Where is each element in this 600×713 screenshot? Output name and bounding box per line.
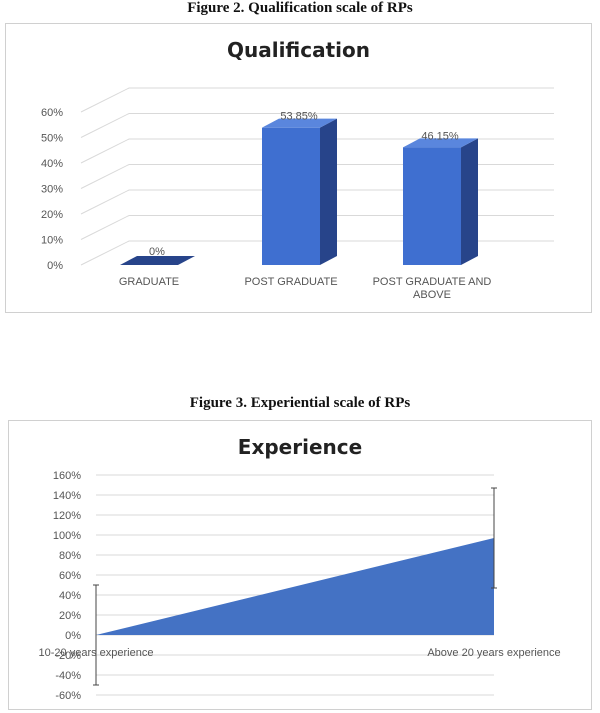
gridline-diagonal xyxy=(80,189,130,215)
bar-top xyxy=(403,138,478,148)
figure-2-caption: Figure 2. Qualification scale of RPs xyxy=(187,0,413,16)
data-label: 46.15% xyxy=(421,130,459,142)
gridline-diagonal xyxy=(80,164,130,189)
experience-chart-plot: -60% -40% -20% 0% 20% 40% 60% 80% 100% 120% 140% 16… xyxy=(39,470,561,702)
y-tick-label: 0% xyxy=(47,260,63,272)
y-tick-label: 120% xyxy=(53,510,81,522)
gridline-diagonal xyxy=(80,87,130,113)
gridline-diagonal xyxy=(80,138,130,164)
data-label: 53.85% xyxy=(280,111,318,123)
y-tick-label: 40% xyxy=(59,590,81,602)
gridline-diagonal xyxy=(80,240,130,266)
y-tick-label: 30% xyxy=(41,184,63,196)
y-tick-label: 100% xyxy=(53,530,81,542)
y-tick-label: -60% xyxy=(55,690,81,702)
bar-top xyxy=(262,118,337,128)
x-tick-label: ABOVE xyxy=(413,289,451,301)
area-series xyxy=(96,538,494,635)
qualification-chart-plot: 0% 10% 20% 30% 40% 50% 60% 0% GRADUATE 53.85% POST… xyxy=(41,87,554,301)
y-tick-label: 20% xyxy=(41,209,63,221)
x-tick-label: GRADUATE xyxy=(119,276,179,288)
gridline-diagonal xyxy=(80,215,130,240)
data-label: 0% xyxy=(149,246,165,258)
y-tick-label: 40% xyxy=(41,158,63,170)
experience-chart-title: Experience xyxy=(237,435,363,459)
bar xyxy=(403,147,461,265)
qualification-chart: Qualification 0% 10% 20% 30% 40% 50% 60% 0% GRAD… xyxy=(5,23,592,313)
experience-chart: Experience -60% -40% -20% 0% 20% 40% 60% 80% 100… xyxy=(8,420,592,710)
figure-3-caption: Figure 3. Experiential scale of RPs xyxy=(189,395,411,411)
bar-side xyxy=(461,138,478,265)
y-tick-label: 60% xyxy=(59,570,81,582)
bar xyxy=(262,127,320,266)
x-tick-label: Above 20 years experience xyxy=(427,647,560,659)
x-tick-label: POST GRADUATE AND xyxy=(373,276,492,288)
y-tick-label: 50% xyxy=(41,133,63,145)
y-tick-label: 140% xyxy=(53,490,81,502)
y-tick-label: 160% xyxy=(53,470,81,482)
y-tick-label: 20% xyxy=(59,610,81,622)
y-tick-label: -40% xyxy=(55,670,81,682)
y-tick-label: 0% xyxy=(65,630,81,642)
x-tick-label: POST GRADUATE xyxy=(244,276,337,288)
gridline-diagonal xyxy=(80,113,130,138)
y-tick-label: -20% xyxy=(55,650,81,662)
y-tick-label: 60% xyxy=(41,107,63,119)
bar-side xyxy=(320,118,337,266)
y-tick-label: 80% xyxy=(59,550,81,562)
y-tick-label: 10% xyxy=(41,235,63,247)
qualification-chart-title: Qualification xyxy=(226,38,371,62)
x-tick-label: 10-20 years experience xyxy=(39,647,154,659)
bar-top xyxy=(120,256,195,265)
